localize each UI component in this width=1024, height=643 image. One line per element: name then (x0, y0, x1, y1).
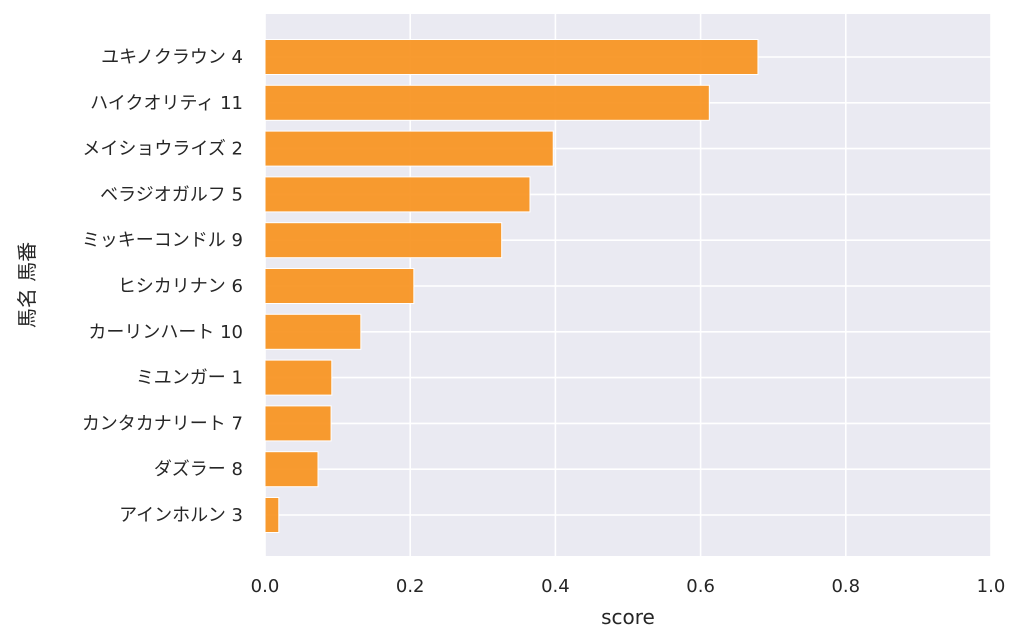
y-tick-label: カーリンハート 10 (88, 322, 243, 343)
y-tick-label: メイショウライズ 2 (82, 139, 243, 160)
bar (264, 405, 332, 442)
x-tick-labels: 0.0 0.2 0.4 0.6 0.8 1.0 (251, 576, 1006, 597)
bar (264, 84, 710, 121)
y-tick-label: ミッキーコンドル 9 (82, 230, 243, 251)
bar (264, 176, 531, 213)
y-tick-label: ユキノクラウン 4 (101, 47, 243, 68)
x-tick-label: 0.6 (686, 576, 715, 597)
x-tick-label: 0.2 (396, 576, 425, 597)
x-tick-label: 0.0 (251, 576, 280, 597)
bar (264, 451, 319, 488)
x-tick-label: 1.0 (977, 576, 1006, 597)
bar (264, 497, 280, 533)
bars (264, 39, 759, 533)
bar (264, 39, 759, 75)
x-tick-label: 0.4 (541, 576, 570, 597)
y-tick-label: ハイクオリティ 11 (90, 93, 243, 114)
y-tick-label: アインホルン 3 (119, 505, 243, 526)
x-tick-label: 0.8 (831, 576, 860, 597)
bar (264, 130, 554, 167)
y-tick-label: ヒシカリナン 6 (118, 276, 243, 297)
y-tick-label: カンタカナリート 7 (82, 413, 243, 434)
bar (264, 222, 503, 259)
bar (264, 359, 333, 396)
y-tick-label: ダズラー 8 (154, 459, 243, 480)
y-tick-label: ベラジオガルフ 5 (100, 184, 243, 205)
y-tick-labels: ユキノクラウン 4 ハイクオリティ 11 メイショウライズ 2 ベラジオガルフ 5 ミッ… (82, 47, 243, 526)
bar (264, 313, 362, 350)
y-tick-label: ミユンガー 1 (136, 368, 243, 389)
x-axis-title: score (601, 605, 655, 629)
bar (264, 268, 415, 304)
y-axis-title: 馬名 馬番 (15, 242, 39, 328)
